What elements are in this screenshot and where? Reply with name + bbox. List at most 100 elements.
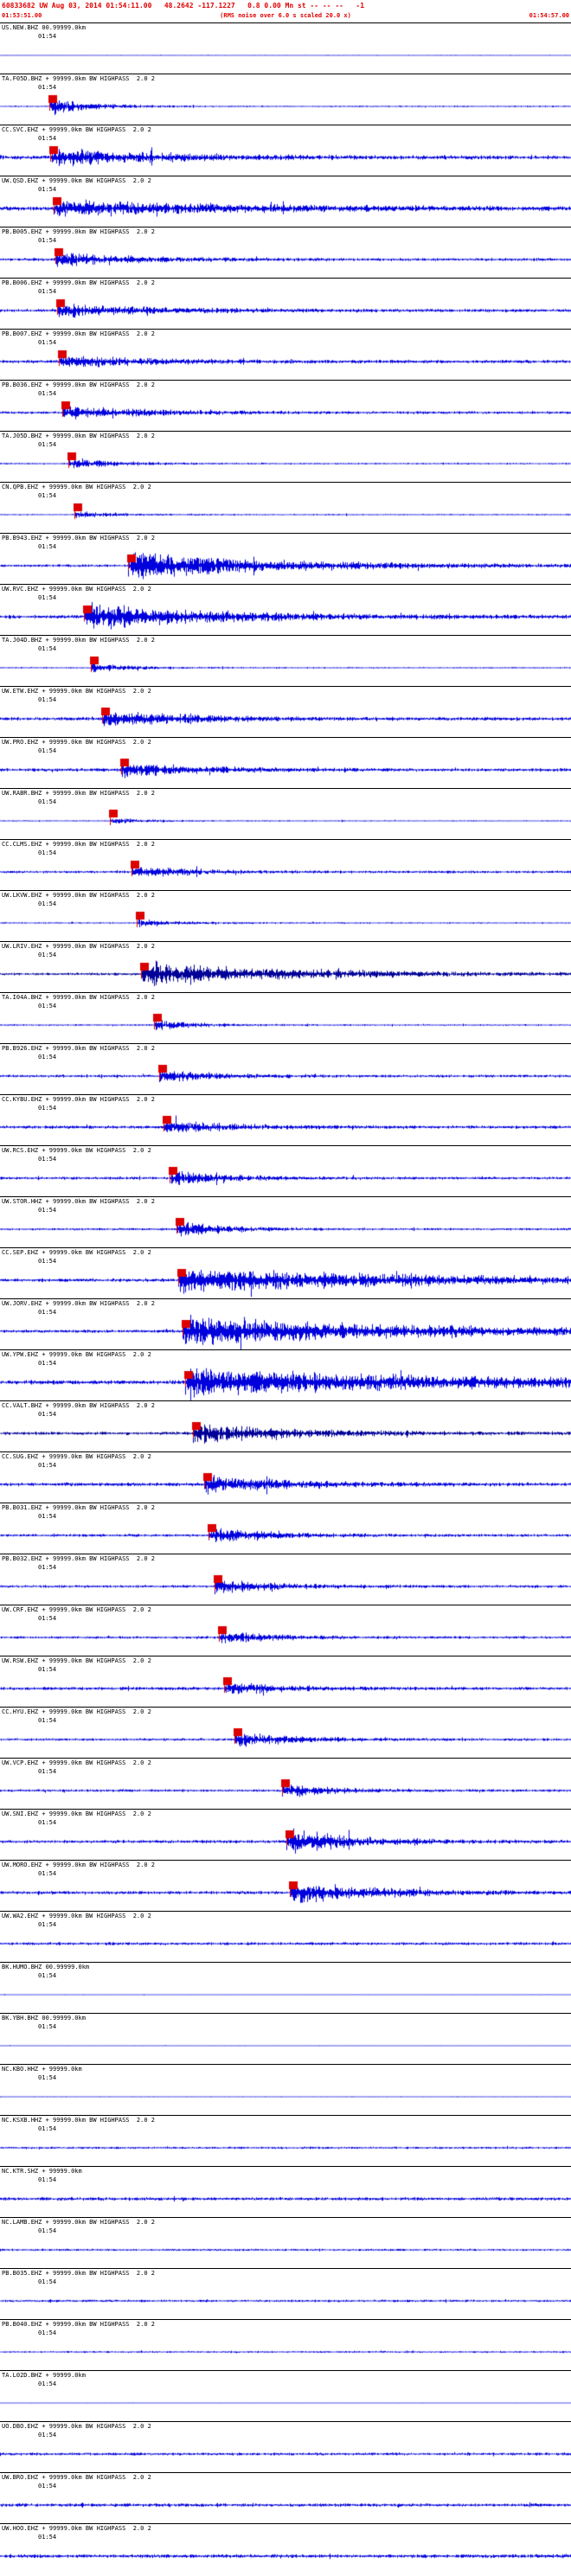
trace-row[interactable]: UW.ETW.EHZ + 99999.0km BW HIGHPASS 2.0 2…	[0, 686, 571, 737]
trace-row[interactable]: TA.J05D.BHZ + 99999.0km BW HIGHPASS 2.0 …	[0, 431, 571, 482]
waveform-canvas[interactable]	[0, 227, 571, 278]
waveform-canvas[interactable]	[0, 1299, 571, 1349]
waveform-canvas[interactable]	[0, 2269, 571, 2319]
waveform-canvas[interactable]	[0, 789, 571, 839]
waveform-canvas[interactable]	[0, 1605, 571, 1656]
trace-row[interactable]: PB.B943.EHZ + 99999.0km BW HIGHPASS 2.0 …	[0, 533, 571, 584]
trace-row[interactable]: TA.F05D.BHZ + 99999.0km BW HIGHPASS 2.0 …	[0, 74, 571, 125]
trace-row[interactable]: UW.RCS.EHZ + 99999.0km BW HIGHPASS 2.0 2…	[0, 1145, 571, 1196]
trace-row[interactable]: UW.RSW.EHZ + 99999.0km BW HIGHPASS 2.0 2…	[0, 1656, 571, 1707]
waveform-canvas[interactable]	[0, 330, 571, 380]
trace-row[interactable]: PB.B036.EHZ + 99999.0km BW HIGHPASS 2.0 …	[0, 380, 571, 431]
waveform-canvas[interactable]	[0, 585, 571, 635]
waveform-canvas[interactable]	[0, 2065, 571, 2115]
waveform-canvas[interactable]	[0, 993, 571, 1043]
trace-row[interactable]: PB.B035.EHZ + 99999.0km BW HIGHPASS 2.0 …	[0, 2268, 571, 2319]
trace-row[interactable]: CN.QPB.EHZ + 99999.0km BW HIGHPASS 2.0 2…	[0, 482, 571, 533]
waveform-canvas[interactable]	[0, 1197, 571, 1247]
waveform-canvas[interactable]	[0, 279, 571, 329]
trace-row[interactable]: UW.RABR.BHZ + 99999.0km BW HIGHPASS 2.0 …	[0, 788, 571, 839]
waveform-canvas[interactable]	[0, 2524, 571, 2574]
trace-row[interactable]: UW.BRO.EHZ + 99999.0km BW HIGHPASS 2.0 2…	[0, 2472, 571, 2523]
trace-row[interactable]: US.NEW.BHZ 00.99999.0km 01:54	[0, 22, 571, 74]
trace-row[interactable]: UO.DBO.EHZ + 99999.0km BW HIGHPASS 2.0 2…	[0, 2421, 571, 2472]
waveform-canvas[interactable]	[0, 2473, 571, 2523]
trace-row[interactable]: CC.VALT.BHZ + 99999.0km BW HIGHPASS 2.0 …	[0, 1400, 571, 1451]
trace-row[interactable]: PB.B032.EHZ + 99999.0km BW HIGHPASS 2.0 …	[0, 1554, 571, 1605]
waveform-canvas[interactable]	[0, 1248, 571, 1298]
trace-row[interactable]: PB.B926.EHZ + 99999.0km BW HIGHPASS 2.0 …	[0, 1043, 571, 1094]
trace-row[interactable]: UW.LKVW.EHZ + 99999.0km BW HIGHPASS 2.0 …	[0, 890, 571, 941]
trace-row[interactable]: PB.B006.EHZ + 99999.0km BW HIGHPASS 2.0 …	[0, 278, 571, 329]
trace-row[interactable]: NC.LAMB.EHZ + 99999.0km BW HIGHPASS 2.0 …	[0, 2217, 571, 2268]
trace-row[interactable]: UW.CRF.EHZ + 99999.0km BW HIGHPASS 2.0 2…	[0, 1605, 571, 1656]
waveform-canvas[interactable]	[0, 1810, 571, 1860]
waveform-canvas[interactable]	[0, 176, 571, 227]
waveform-canvas[interactable]	[0, 74, 571, 125]
trace-row[interactable]: CC.SVC.EHZ + 99999.0km BW HIGHPASS 2.0 2…	[0, 125, 571, 176]
trace-row[interactable]: PB.B005.EHZ + 99999.0km BW HIGHPASS 2.0 …	[0, 227, 571, 278]
waveform-canvas[interactable]	[0, 432, 571, 482]
trace-row[interactable]: UW.YPW.EHZ + 99999.0km BW HIGHPASS 2.0 2…	[0, 1349, 571, 1400]
trace-row[interactable]: CC.KYBU.EHZ + 99999.0km BW HIGHPASS 2.0 …	[0, 1094, 571, 1145]
trace-row[interactable]: PB.B031.EHZ + 99999.0km BW HIGHPASS 2.0 …	[0, 1503, 571, 1554]
trace-row[interactable]: UW.QSD.EHZ + 99999.0km BW HIGHPASS 2.0 2…	[0, 176, 571, 227]
trace-row[interactable]: UW.LRIV.EHZ + 99999.0km BW HIGHPASS 2.0 …	[0, 941, 571, 992]
trace-row[interactable]: UW.WA2.EHZ + 99999.0km BW HIGHPASS 2.0 2…	[0, 1911, 571, 1962]
trace-row[interactable]: CC.SUG.EHZ + 99999.0km BW HIGHPASS 2.0 2…	[0, 1451, 571, 1503]
trace-row[interactable]: UW.PRO.EHZ + 99999.0km BW HIGHPASS 2.0 2…	[0, 737, 571, 788]
waveform-canvas[interactable]	[0, 1503, 571, 1554]
waveform-canvas[interactable]	[0, 1963, 571, 2013]
waveform-canvas[interactable]	[0, 1861, 571, 1911]
waveform-canvas[interactable]	[0, 1708, 571, 1758]
waveform-canvas[interactable]	[0, 483, 571, 533]
waveform-canvas[interactable]	[0, 2218, 571, 2268]
trace-row[interactable]: BK.HUMO.BHZ 00.99999.0km 01:54	[0, 1962, 571, 2013]
waveform-canvas[interactable]	[0, 2167, 571, 2217]
waveform-canvas[interactable]	[0, 2320, 571, 2370]
trace-row[interactable]: PB.B040.EHZ + 99999.0km BW HIGHPASS 2.0 …	[0, 2319, 571, 2370]
trace-row[interactable]: UW.HOO.EHZ + 99999.0km BW HIGHPASS 2.0 2…	[0, 2523, 571, 2574]
waveform-canvas[interactable]	[0, 1656, 571, 1707]
waveform-canvas[interactable]	[0, 23, 571, 74]
waveform-canvas[interactable]	[0, 1554, 571, 1605]
waveform-canvas[interactable]	[0, 738, 571, 788]
trace-row[interactable]: UW.STOR.HHZ + 99999.0km BW HIGHPASS 2.0 …	[0, 1196, 571, 1247]
waveform-canvas[interactable]	[0, 687, 571, 737]
trace-row[interactable]: CC.SEP.EHZ + 99999.0km BW HIGHPASS 2.0 2…	[0, 1247, 571, 1298]
trace-row[interactable]: PB.B007.EHZ + 99999.0km BW HIGHPASS 2.0 …	[0, 329, 571, 380]
trace-row[interactable]: UW.RVC.EHZ + 99999.0km BW HIGHPASS 2.0 2…	[0, 584, 571, 635]
waveform-canvas[interactable]	[0, 1759, 571, 1809]
waveform-canvas[interactable]	[0, 2116, 571, 2166]
trace-row[interactable]: UW.SNI.EHZ + 99999.0km BW HIGHPASS 2.0 2…	[0, 1809, 571, 1860]
trace-row[interactable]: BK.YBH.BHZ 00.99999.0km 01:54	[0, 2013, 571, 2064]
waveform-canvas[interactable]	[0, 1401, 571, 1451]
trace-row[interactable]: TA.I04A.BHZ + 99999.0km BW HIGHPASS 2.0 …	[0, 992, 571, 1043]
trace-row[interactable]: NC.KBO.HHZ + 99999.0km 01:54	[0, 2064, 571, 2115]
waveform-canvas[interactable]	[0, 1912, 571, 1962]
waveform-canvas[interactable]	[0, 1044, 571, 1094]
waveform-canvas[interactable]	[0, 1146, 571, 1196]
waveform-canvas[interactable]	[0, 2371, 571, 2421]
trace-row[interactable]: NC.KTR.SHZ + 99999.0km 01:54	[0, 2166, 571, 2217]
waveform-canvas[interactable]	[0, 2014, 571, 2064]
trace-row[interactable]: UW.MORO.EHZ + 99999.0km BW HIGHPASS 2.0 …	[0, 1860, 571, 1911]
trace-row[interactable]: TA.J04D.BHZ + 99999.0km BW HIGHPASS 2.0 …	[0, 635, 571, 686]
waveform-canvas[interactable]	[0, 2422, 571, 2472]
waveform-canvas[interactable]	[0, 1350, 571, 1400]
waveform-canvas[interactable]	[0, 1452, 571, 1503]
trace-row[interactable]: CC.HYU.EHZ + 99999.0km BW HIGHPASS 2.0 2…	[0, 1707, 571, 1758]
waveform-canvas[interactable]	[0, 1095, 571, 1145]
waveform-canvas[interactable]	[0, 942, 571, 992]
waveform-canvas[interactable]	[0, 636, 571, 686]
trace-row[interactable]: UW.JORV.EHZ + 99999.0km BW HIGHPASS 2.0 …	[0, 1298, 571, 1349]
waveform-canvas[interactable]	[0, 381, 571, 431]
waveform-canvas[interactable]	[0, 534, 571, 584]
trace-row[interactable]: CC.CLMS.EHZ + 99999.0km BW HIGHPASS 2.0 …	[0, 839, 571, 890]
trace-row[interactable]: TA.L02D.BHZ + 99999.0km 01:54	[0, 2370, 571, 2421]
waveform-canvas[interactable]	[0, 891, 571, 941]
waveform-canvas[interactable]	[0, 125, 571, 176]
trace-row[interactable]: NC.KSXB.HHZ + 99999.0km BW HIGHPASS 2.0 …	[0, 2115, 571, 2166]
trace-row[interactable]: UW.VCP.EHZ + 99999.0km BW HIGHPASS 2.0 2…	[0, 1758, 571, 1809]
waveform-canvas[interactable]	[0, 840, 571, 890]
